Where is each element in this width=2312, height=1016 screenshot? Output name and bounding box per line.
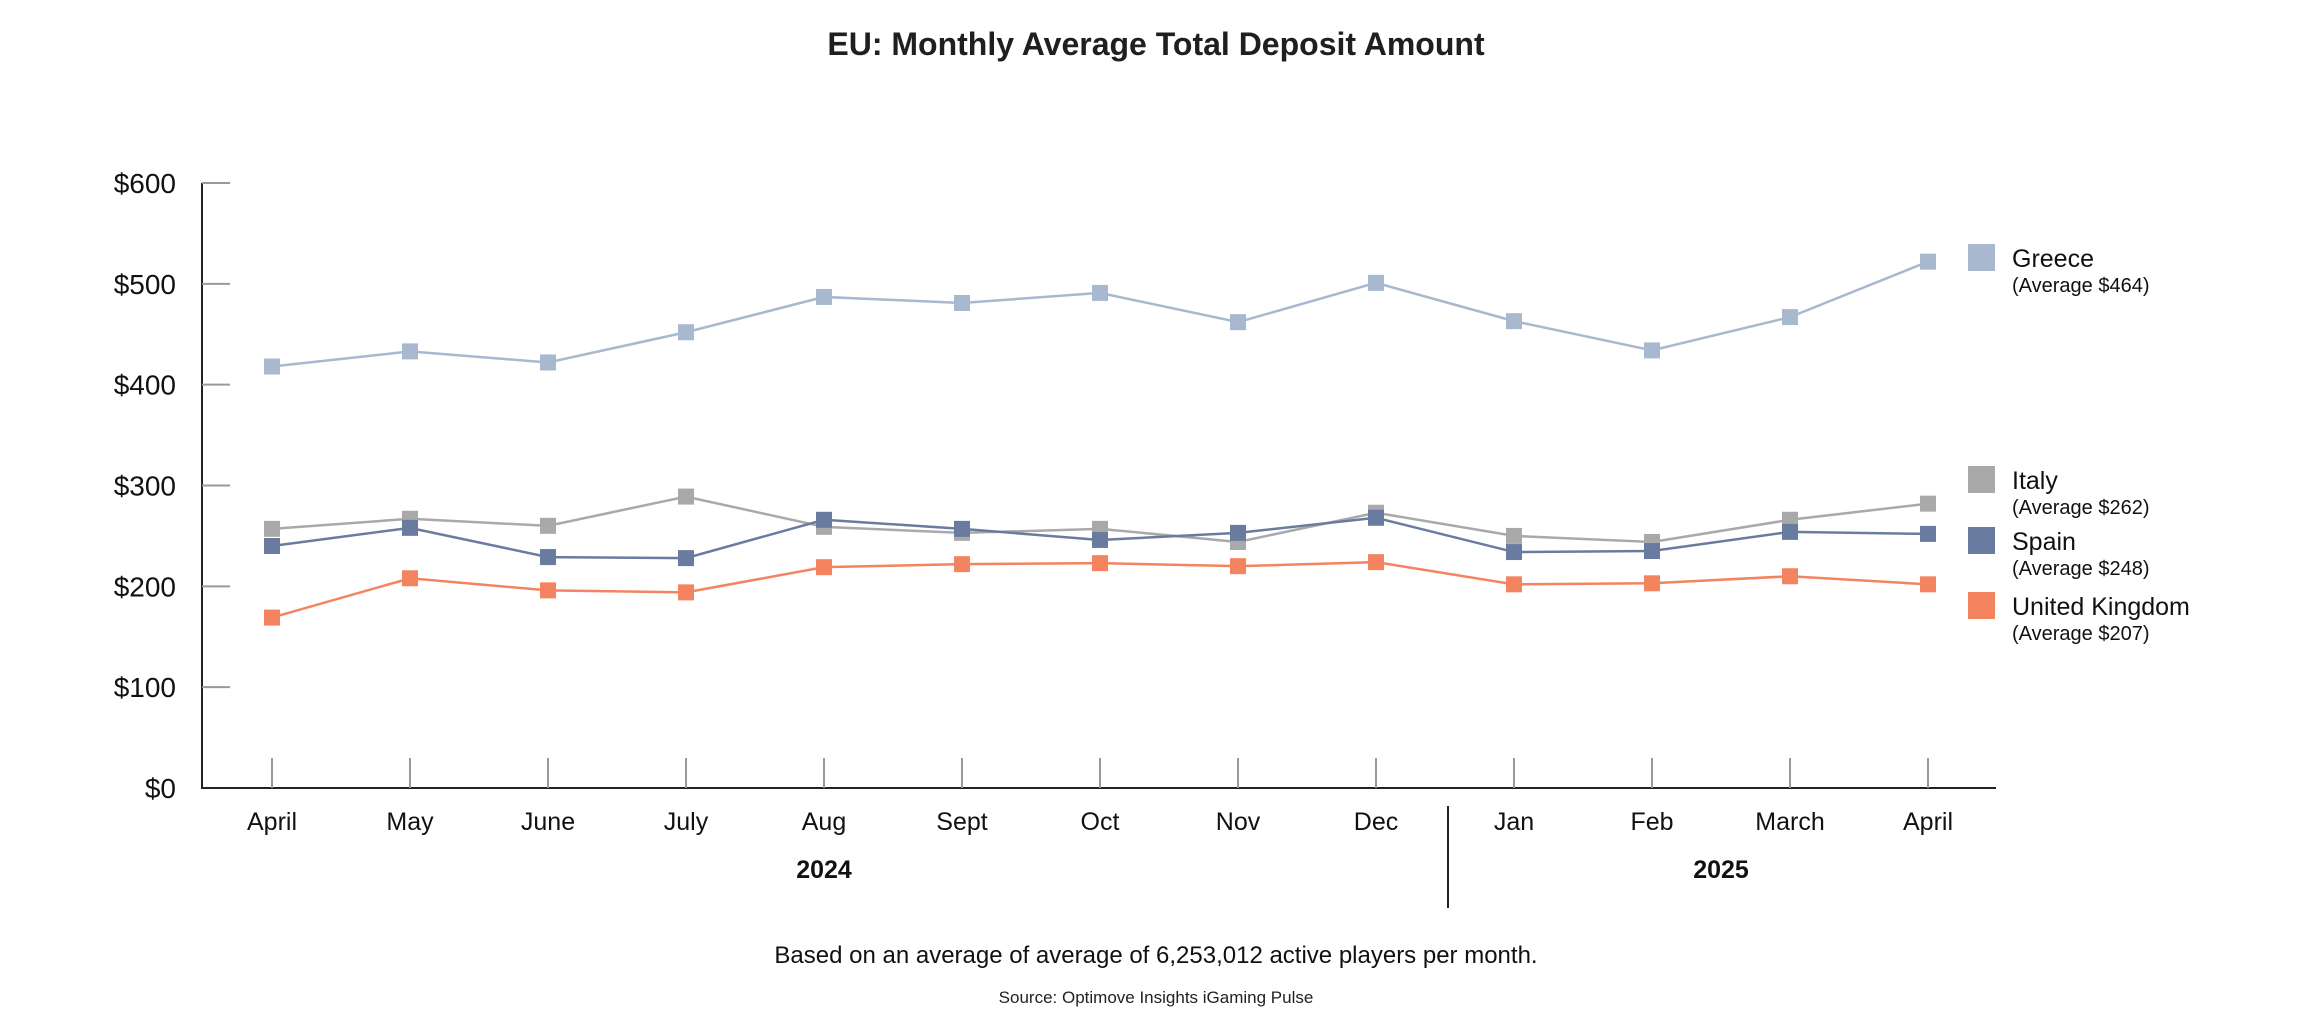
data-point [1230, 558, 1246, 575]
x-tick-label: Nov [1216, 808, 1261, 836]
x-tick-label: Aug [802, 808, 846, 836]
data-point [1092, 555, 1108, 572]
x-tick-label: Jan [1494, 808, 1534, 836]
x-tick-label: Sept [936, 808, 987, 836]
data-point [1506, 527, 1522, 544]
data-point [1782, 523, 1798, 540]
series-united-kingdom [264, 554, 1936, 626]
data-point [816, 288, 832, 305]
series-greece [264, 253, 1936, 375]
x-tick-label: Oct [1081, 808, 1120, 836]
legend-item-greece: Greece(Average $464) [1968, 244, 2150, 297]
x-tick-label: April [1903, 808, 1953, 836]
legend-average: (Average $207) [2012, 623, 2150, 645]
y-tick-label: $200 [114, 571, 176, 602]
data-point [1368, 274, 1384, 291]
data-point [816, 559, 832, 576]
data-point [1506, 544, 1522, 561]
y-tick-label: $500 [114, 269, 176, 300]
data-point [264, 609, 280, 626]
y-tick-label: $400 [114, 370, 176, 401]
x-tick-label: April [247, 808, 297, 836]
data-point [678, 584, 694, 601]
source-note: Source: Optimove Insights iGaming Pulse [999, 988, 1314, 1007]
data-point [1644, 342, 1660, 359]
data-point [1644, 543, 1660, 560]
data-point [540, 582, 556, 599]
legend-item-spain: Spain(Average $248) [1968, 527, 2150, 580]
series-line [271, 260, 1929, 368]
data-point [1782, 511, 1798, 528]
legend-swatch [1968, 466, 1995, 493]
legend-swatch [1968, 527, 1995, 554]
data-point [954, 520, 970, 537]
chart-title: EU: Monthly Average Total Deposit Amount [827, 26, 1485, 62]
data-point [1782, 568, 1798, 585]
legend-label: Spain [2012, 528, 2076, 556]
x-tick-label: March [1755, 808, 1824, 836]
data-point [1920, 495, 1936, 512]
year-label: 2024 [796, 856, 852, 884]
legend-label: United Kingdom [2012, 593, 2190, 621]
data-point [1368, 509, 1384, 526]
data-point [1920, 525, 1936, 542]
data-point [954, 556, 970, 573]
legend-average: (Average $248) [2012, 558, 2150, 580]
y-tick-label: $0 [145, 773, 176, 804]
data-point [1920, 576, 1936, 593]
data-point [1092, 284, 1108, 301]
legend-swatch [1968, 244, 1995, 271]
data-point [540, 517, 556, 534]
y-tick-label: $100 [114, 672, 176, 703]
data-point [402, 570, 418, 587]
data-point [402, 519, 418, 536]
legend-swatch [1968, 592, 1995, 619]
data-point [1644, 575, 1660, 592]
data-point [1368, 554, 1384, 571]
data-point [1506, 313, 1522, 330]
data-point [954, 294, 970, 311]
x-tick-label: Feb [1630, 808, 1673, 836]
y-tick-label: $300 [114, 471, 176, 502]
legend-average: (Average $464) [2012, 275, 2150, 297]
data-point [678, 488, 694, 505]
x-tick-label: July [664, 808, 709, 836]
legend-label: Greece [2012, 245, 2094, 273]
data-point [1506, 576, 1522, 593]
legend-average: (Average $262) [2012, 497, 2150, 519]
y-tick-label: $600 [114, 168, 176, 199]
data-point [678, 550, 694, 567]
year-label: 2025 [1693, 856, 1749, 884]
data-point [1092, 531, 1108, 548]
x-tick-label: Dec [1354, 808, 1398, 836]
data-point [1782, 309, 1798, 326]
data-point [402, 343, 418, 360]
data-point [1920, 253, 1936, 270]
data-point [264, 538, 280, 554]
legend-label: Italy [2012, 467, 2058, 495]
data-point [264, 520, 280, 537]
data-point [678, 324, 694, 341]
footnote: Based on an average of average of 6,253,… [774, 942, 1537, 969]
data-point [540, 549, 556, 566]
data-point [540, 354, 556, 371]
data-point [1230, 524, 1246, 541]
legend-item-united-kingdom: United Kingdom(Average $207) [1968, 592, 2190, 645]
series-spain [264, 509, 1936, 567]
x-tick-label: May [386, 808, 434, 836]
data-point [1230, 314, 1246, 331]
data-point [816, 511, 832, 528]
data-point [264, 358, 280, 375]
x-tick-label: June [521, 808, 575, 836]
legend-item-italy: Italy(Average $262) [1968, 466, 2150, 519]
